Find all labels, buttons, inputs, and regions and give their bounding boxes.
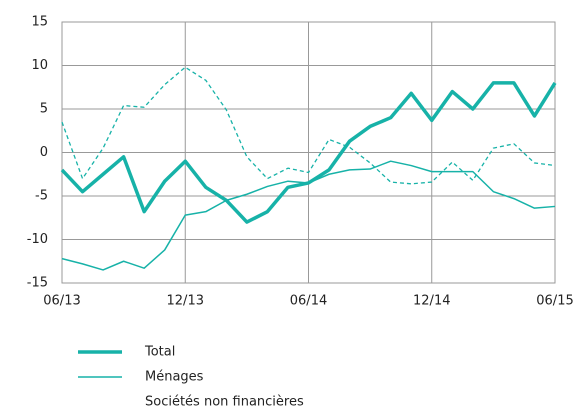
y-tick-label: -5 <box>35 189 48 204</box>
x-tick-label: 06/13 <box>43 294 80 309</box>
legend-label: Sociétés non financières <box>145 395 304 410</box>
y-tick-label: 5 <box>40 102 48 117</box>
line-series <box>61 66 556 185</box>
x-tick-label: 12/14 <box>413 294 450 309</box>
x-tick-label: 12/13 <box>167 294 204 309</box>
y-tick-label: 15 <box>31 15 48 30</box>
x-tick-label: 06/14 <box>290 294 327 309</box>
x-tick-label: 06/15 <box>536 294 573 309</box>
line-series <box>61 160 556 271</box>
y-tick-label: -15 <box>27 276 48 291</box>
y-tick-label: -10 <box>27 232 48 247</box>
legend-label: Total <box>144 345 175 360</box>
legend-label: Ménages <box>145 370 204 385</box>
y-tick-label: 0 <box>40 145 48 160</box>
y-tick-label: 10 <box>31 58 48 73</box>
plot-frame <box>61 21 556 284</box>
